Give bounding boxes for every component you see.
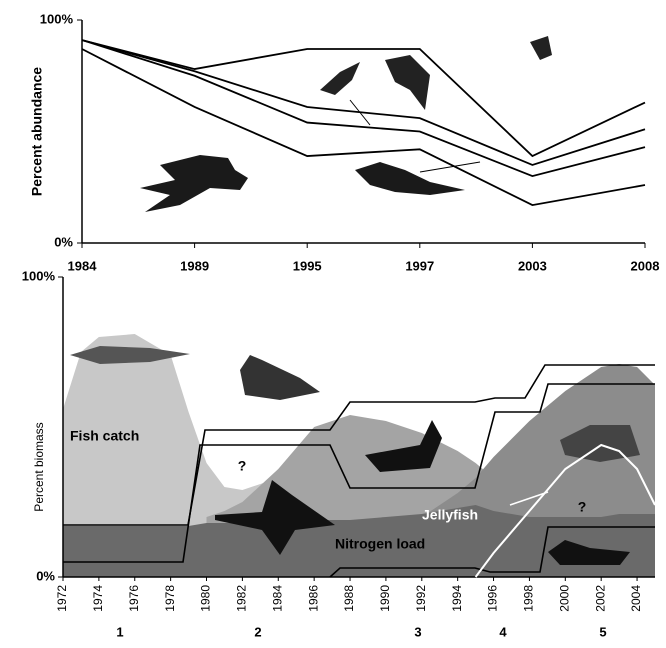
x-tick-label: 2004 [629,585,643,612]
y-tick-label: 0% [36,568,55,583]
period-label: 5 [599,624,606,639]
x-tick-label: 1980 [199,585,213,612]
x-tick-label: 2002 [593,585,607,612]
x-tick-label: 1992 [414,585,428,612]
x-tick-label: 1978 [163,585,177,612]
x-tick-label: 1976 [127,585,141,612]
bird-illustration [530,36,552,60]
series-label: Fish catch [70,428,139,444]
y-tick-label: 100% [22,268,56,283]
x-tick-label: 1995 [293,258,322,273]
y-tick-label: 0% [54,234,73,249]
x-tick-label: 1974 [91,585,105,612]
data-line [82,40,645,156]
bird-illustration [240,355,320,400]
data-line [82,40,645,165]
x-tick-label: 1997 [405,258,434,273]
x-tick-label: 1986 [306,585,320,612]
x-tick-label: 1996 [486,585,500,612]
y-axis-label: Percent abundance [29,67,45,196]
x-tick-label: 1990 [378,585,392,612]
y-axis-label: Percent biomass [32,422,46,511]
x-tick-label: 1989 [180,258,209,273]
series-label: Nitrogen load [335,536,425,552]
x-tick-label: 2000 [557,585,571,612]
period-label: 4 [499,624,507,639]
annotation: ? [238,458,247,474]
x-tick-label: 1984 [68,258,98,273]
bird-illustration [140,155,248,212]
series-label: Jellyfish [422,507,478,523]
bird-illustration [385,55,430,110]
x-tick-label: 1994 [450,585,464,612]
abundance-chart: 0% 100% 1984 1989 1995 1997 2003 2008 Percent ab… [29,11,660,273]
period-label: 2 [254,624,261,639]
annotation: ? [578,499,587,515]
bird-illustration [320,62,360,95]
x-tick-label: 1988 [342,585,356,612]
period-label: 3 [414,624,421,639]
x-tick-label: 2008 [631,258,660,273]
illustrations [140,36,552,212]
x-tick-label: 1998 [522,585,536,612]
y-tick-label: 100% [40,11,74,26]
period-label: 1 [116,624,123,639]
x-tick-label: 2003 [518,258,547,273]
x-tick-label: 1984 [270,585,284,612]
x-tick-label: 1982 [235,585,249,612]
figure: 0% 100% 1984 1989 1995 1997 2003 2008 Percent ab… [0,0,666,643]
x-tick-label: 1972 [55,585,69,612]
